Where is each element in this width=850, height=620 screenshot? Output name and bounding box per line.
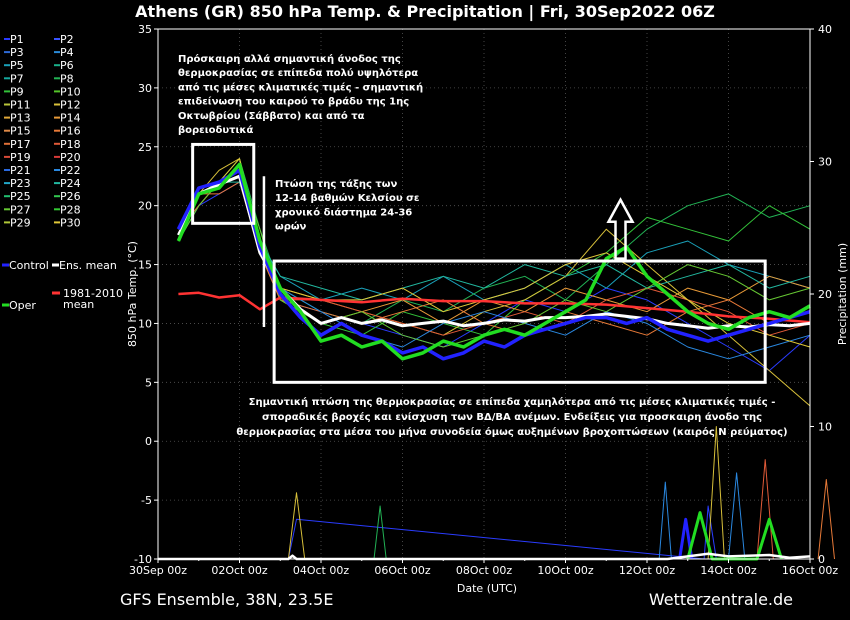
y-tick-label: 0 [145,435,152,448]
annotation-line: θερμοκρασίας στα μέσα του μήνα συνοδεία … [236,426,787,438]
legend-label: P23 [10,177,31,190]
precip-line-ens-mean [158,552,811,561]
x-axis-label: Date (UTC) [457,582,517,595]
legend-label: Ens. mean [59,259,117,272]
annotation-line: Οκτωβρίου (Σάββατο) και από τα [178,110,365,122]
annotation-line: θερμοκρασίας σε επίπεδα πολύ υψηλότερα [178,67,418,79]
legend-label: P15 [10,125,31,138]
x-tick-label: 04Oct 00z [293,564,350,577]
legend-label: P7 [10,72,24,85]
legend-label: Control [9,259,49,272]
footer-model-info: GFS Ensemble, 38N, 23.5E [120,590,333,609]
annotation-line: Πτώση της τάξης των [275,178,398,190]
y-tick-label: 20 [138,200,152,213]
legend-label: P18 [60,138,81,151]
legend-label: P8 [60,72,74,85]
annotation-line: ωρών [275,221,307,233]
series-layer [158,158,835,561]
precip-line-p18 [756,459,774,560]
precip-line-p16 [817,479,835,560]
legend-label: P12 [60,99,81,112]
footer-source: Wetterzentrale.de [649,590,793,609]
y2-tick-label: 20 [818,288,832,301]
y-tick-label: 5 [145,376,152,389]
legend-label: P25 [10,190,31,203]
y-tick-label: -5 [141,494,152,507]
highlight-box-warm-spike [191,142,256,225]
annotation-overlays: Πρόσκαιρη αλλά σημαντική άνοδος της θερμο… [178,53,788,438]
y-tick-label: 35 [138,23,152,36]
legend-label: P5 [10,59,24,72]
legend-label: P3 [10,46,24,59]
gridlines [157,28,811,560]
legend-label: P10 [60,85,81,98]
precip-line-p8 [373,505,387,560]
y-tick-label: 15 [138,259,152,272]
legend-label: P21 [10,164,31,177]
legend-label: Oper [9,299,36,312]
up-arrow-icon [606,197,635,260]
legend-label: P6 [60,59,74,72]
legend-label: P1 [10,33,24,46]
annotation-line: 12-14 βαθμών Κελσίου σε [275,192,420,204]
legend-label: P2 [60,33,74,46]
precip-line-p12 [287,426,725,560]
legend-label: P24 [60,177,81,190]
precip-line-oper [686,511,783,561]
legend-label: P19 [10,151,31,164]
annotation-line: Πρόσκαιρη αλλά σημαντική άνοδος της [178,53,401,65]
x-tick-label: 30Sep 00z [129,564,187,577]
annotation-line: χρονικό διάστημα 24-36 [275,206,412,218]
x-tick-label: 14Oct 00z [700,564,757,577]
legend-label: P22 [60,164,81,177]
y2-tick-label: 30 [818,156,832,169]
series-line-p24 [177,181,811,301]
x-tick-label: 08Oct 00z [456,564,513,577]
x-tick-label: 02Oct 00z [211,564,268,577]
y2-tick-label: 40 [818,23,832,36]
legend-label: P30 [60,216,81,229]
y-tick-label: 30 [138,82,152,95]
y2-tick-label: 0 [818,553,825,566]
annotation-line: σποραδικές βροχές και ενίσχυση των ΒΔ/ΒΑ… [262,411,762,423]
legend-label: P11 [10,99,31,112]
chart-title: Athens (GR) 850 hPa Temp. & Precipitatio… [135,2,715,22]
x-tick-label: 10Oct 00z [537,564,594,577]
y-tick-label: 10 [138,317,152,330]
annotation-line: από τις μέσες κλιματικές τιμές - σημαντι… [178,81,423,93]
series-line-oper [176,162,811,361]
legend-label: P26 [60,190,81,203]
y2-axis-label: Precipitation (mm) [836,243,849,345]
precip-line-p1 [287,505,717,560]
x-tick-label: 12Oct 00z [619,564,676,577]
legend-label: P29 [10,216,31,229]
legend-label: P13 [10,112,31,125]
x-tick-label: 16Oct 00z [782,564,839,577]
legend-label: P9 [10,85,24,98]
legend-label: P28 [60,203,81,216]
y-axis-label: 850 hPa Temp. (°C) [126,241,139,347]
annotation-line: επιδείνωση του καιρού το βράδυ της 1ης [178,96,409,108]
legend-label: P20 [60,151,81,164]
x-tick-label: 06Oct 00z [374,564,431,577]
legend-label: 1981-2010 [63,287,123,300]
highlight-box-cold-period [272,259,767,384]
annotation-line: βορειοδυτικά [178,124,254,136]
legend-label: P17 [10,138,31,151]
legend-label: P14 [60,112,81,125]
legend-label: mean [63,298,94,311]
y-tick-label: -10 [134,553,152,566]
series-line-control [176,168,811,361]
axes: -10 -5 0 5 10 15 20 25 30 35 0 10 20 30 40 30Sep 00z 02O… [129,23,838,577]
legend-label: P27 [10,203,31,216]
y2-tick-label: 10 [818,421,832,434]
series-line-p30 [177,158,811,348]
annotation-line: Σημαντική πτώση της θερμοκρασίας σε επίπ… [249,396,776,408]
legend-label: P16 [60,125,81,138]
y-tick-label: 25 [138,141,152,154]
legend-label: P4 [60,46,74,59]
plot-frame [157,28,811,560]
